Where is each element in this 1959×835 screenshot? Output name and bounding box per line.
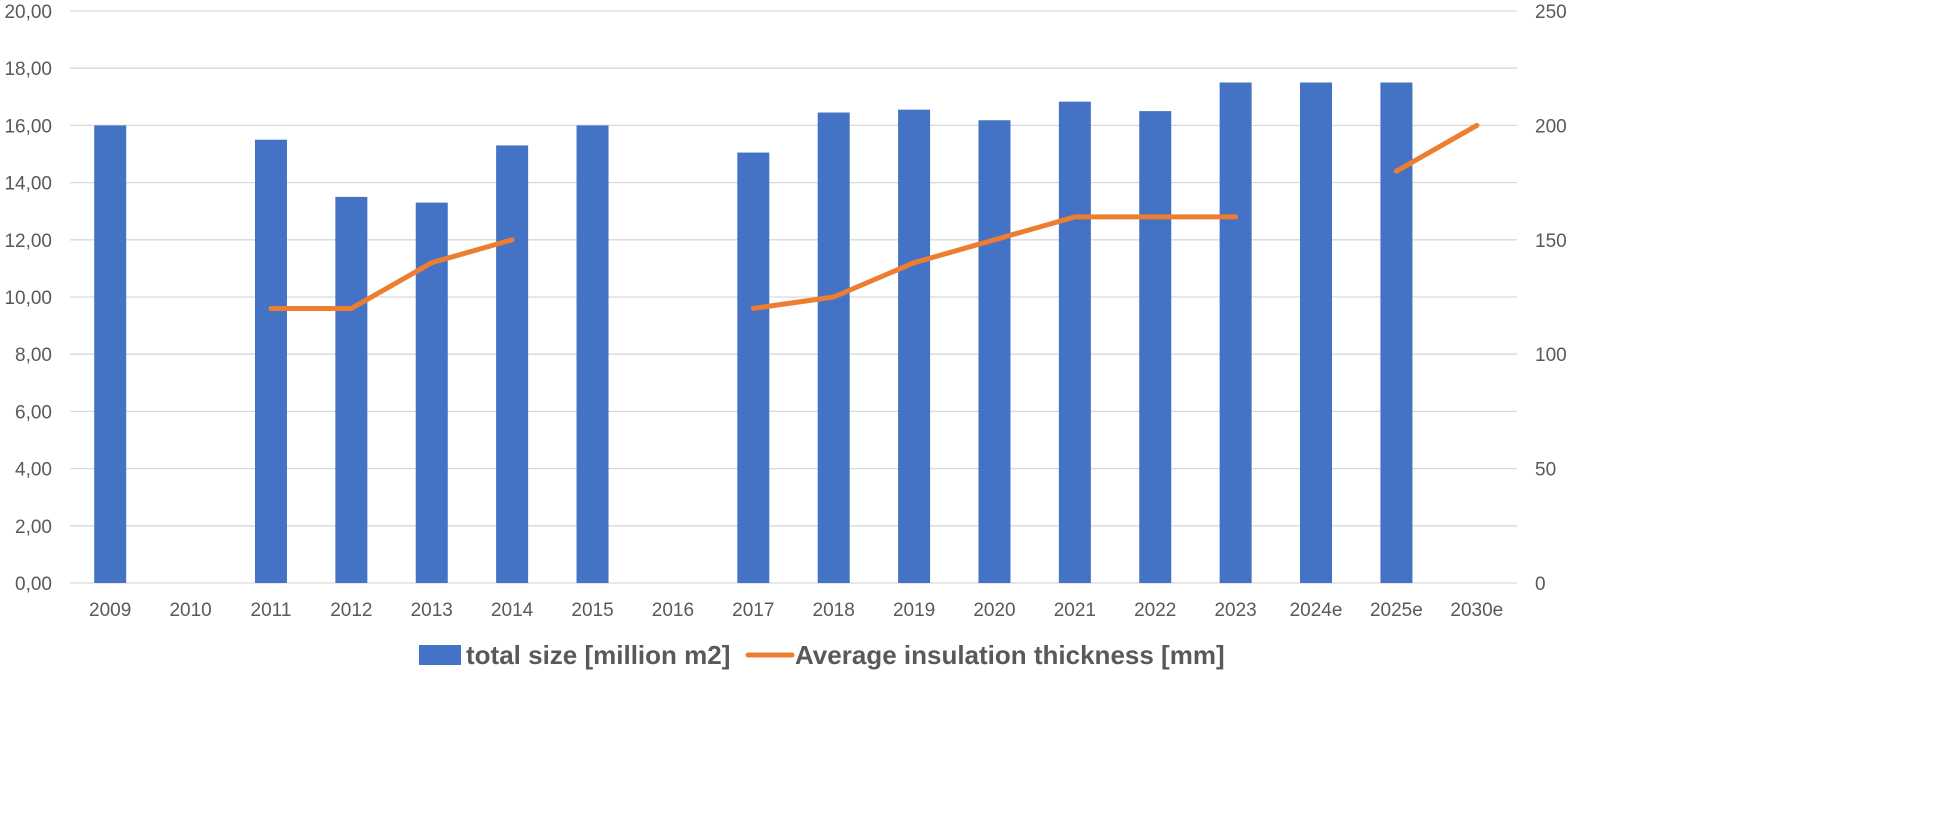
x-tick-label: 2024e: [1290, 600, 1343, 621]
bar: [496, 145, 529, 584]
y-left-tick-label: 16,00: [4, 116, 52, 137]
x-tick-label: 2015: [571, 600, 613, 621]
y-left-tick-label: 2,00: [15, 517, 52, 538]
y-axis-left-tick-labels: 0,00 2,00 4,00 6,00 8,00 10,00 12,00 14,00 16,00…: [4, 2, 52, 595]
x-tick-label: 2021: [1054, 600, 1096, 621]
y-left-tick-label: 14,00: [4, 174, 52, 195]
line-segment: [1393, 122, 1480, 174]
x-tick-label: 2010: [169, 600, 211, 621]
legend-label-line: Average insulation thickness [mm]: [795, 640, 1225, 670]
bar: [254, 139, 287, 583]
y-right-tick-label: 250: [1535, 2, 1567, 23]
y-right-tick-label: 50: [1535, 460, 1556, 481]
x-tick-label: 2011: [251, 600, 292, 621]
y-left-tick-label: 20,00: [4, 2, 52, 23]
x-tick-label: 2022: [1134, 600, 1176, 621]
y-axis-right-tick-labels: 0 50 100 150 200 250: [1535, 2, 1567, 595]
x-tick-label: 2017: [732, 600, 774, 621]
bar-series: [94, 82, 1413, 584]
x-tick-label: 2012: [330, 600, 372, 621]
x-tick-label: 2014: [491, 600, 534, 621]
x-tick-label: 2018: [813, 600, 855, 621]
y-left-tick-label: 10,00: [4, 288, 52, 309]
y-right-tick-label: 200: [1535, 116, 1567, 137]
y-left-tick-label: 18,00: [4, 59, 52, 80]
x-tick-label: 2019: [893, 600, 935, 621]
bar: [1058, 101, 1091, 584]
x-tick-label: 2023: [1214, 600, 1256, 621]
x-tick-label: 2009: [89, 600, 131, 621]
bar: [737, 152, 770, 583]
line-series: [268, 122, 1480, 311]
y-left-tick-label: 6,00: [15, 402, 52, 423]
bar: [1219, 82, 1252, 583]
x-axis-tick-labels: 2009 2010 2011 2012 2013 2014 2015 2016 2017 2018…: [89, 600, 1503, 621]
bar: [1300, 82, 1333, 583]
legend-label-bar: total size [million m2]: [466, 640, 730, 670]
y-right-tick-label: 0: [1535, 574, 1546, 595]
bar: [898, 109, 931, 584]
x-tick-label: 2030e: [1450, 600, 1503, 621]
bar: [1139, 111, 1172, 583]
bar: [576, 125, 609, 584]
y-right-tick-label: 100: [1535, 345, 1567, 366]
bar: [978, 120, 1011, 583]
legend-swatch-bar: [419, 645, 461, 665]
legend: total size [million m2] Average insulati…: [419, 640, 1225, 670]
x-tick-label: 2016: [652, 600, 694, 621]
x-tick-label: 2013: [411, 600, 453, 621]
bar: [1380, 82, 1413, 583]
x-tick-label: 2020: [973, 600, 1015, 621]
y-right-tick-label: 150: [1535, 231, 1567, 252]
y-left-tick-label: 12,00: [4, 231, 52, 252]
bar: [94, 125, 127, 584]
line-segment: [750, 214, 1239, 311]
bar: [817, 112, 850, 583]
x-tick-label: 2025e: [1370, 600, 1423, 621]
y-left-tick-label: 4,00: [15, 460, 52, 481]
line-segment: [268, 237, 515, 311]
y-left-tick-label: 0,00: [15, 574, 52, 595]
bar: [335, 196, 368, 583]
gridlines: [70, 10, 1517, 584]
y-left-tick-label: 8,00: [15, 345, 52, 366]
